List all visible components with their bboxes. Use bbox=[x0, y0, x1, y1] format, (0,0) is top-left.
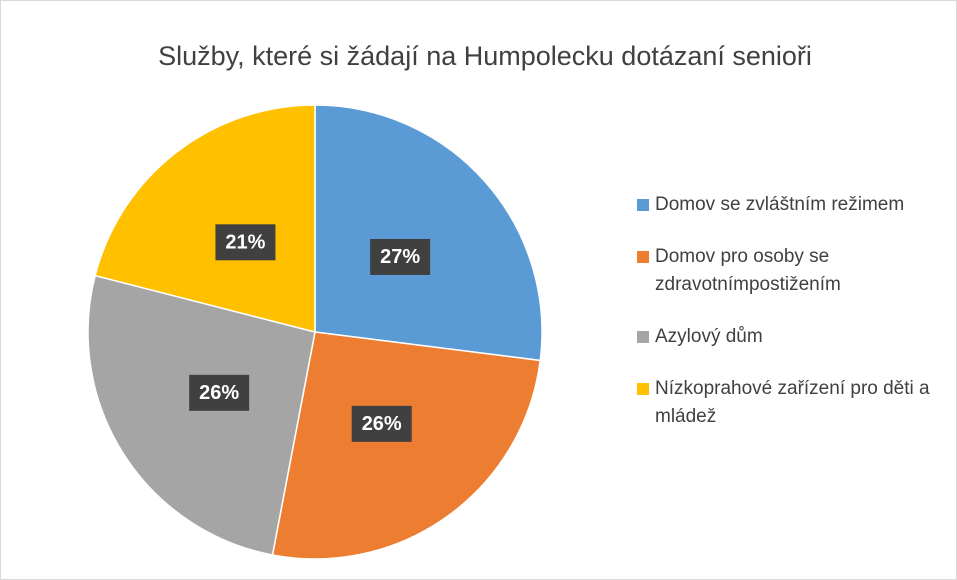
legend-label: Nízkoprahové zařízení pro děti a mládež bbox=[655, 378, 930, 427]
data-label: 27% bbox=[380, 246, 420, 268]
pie-slice bbox=[314, 104, 543, 362]
legend-label: Azylový dům bbox=[655, 326, 763, 347]
legend-item: Domov se zvláštním režimem bbox=[635, 191, 945, 219]
chart-title: Služby, které si žádají na Humpolecku do… bbox=[158, 41, 812, 71]
legend-swatch bbox=[637, 331, 649, 343]
legend-label: Domov se zvláštním režimem bbox=[655, 194, 905, 215]
data-label: 21% bbox=[225, 232, 265, 254]
legend: Domov se zvláštním režimem Domov pro osob… bbox=[625, 185, 945, 439]
pie-slice bbox=[87, 274, 316, 556]
data-label: 26% bbox=[199, 382, 239, 404]
data-label-box bbox=[215, 224, 276, 261]
data-label-box bbox=[370, 238, 431, 275]
legend-swatch bbox=[637, 251, 649, 263]
legend-label: Domov pro osoby se zdravotnímpostižením bbox=[655, 246, 841, 295]
pie-slice bbox=[271, 331, 542, 560]
data-label-box bbox=[351, 405, 412, 442]
pie-slice bbox=[94, 104, 316, 333]
data-label: 26% bbox=[362, 413, 402, 435]
legend-swatch bbox=[637, 383, 649, 395]
data-label-box bbox=[189, 374, 250, 411]
legend-item: Domov pro osoby se zdravotnímpostižením bbox=[635, 243, 945, 299]
legend-swatch bbox=[637, 199, 649, 211]
legend-item: Azylový dům bbox=[635, 323, 945, 351]
legend-item: Nízkoprahové zařízení pro děti a mládež bbox=[635, 375, 945, 431]
